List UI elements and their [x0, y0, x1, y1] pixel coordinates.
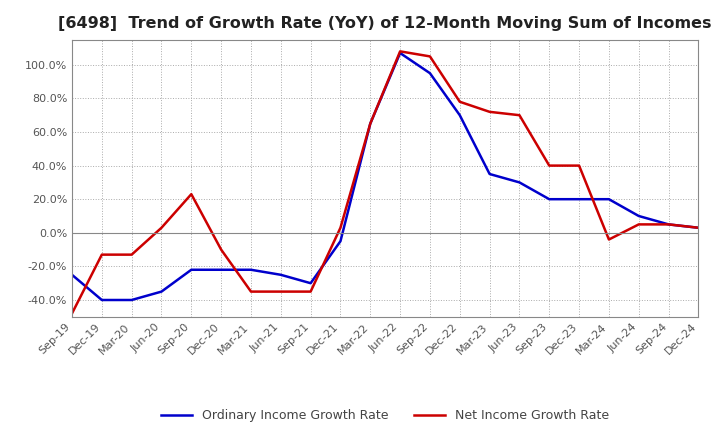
Net Income Growth Rate [485, 109, 494, 114]
Line: Net Income Growth Rate: Net Income Growth Rate [72, 51, 698, 313]
Net Income Growth Rate [127, 252, 136, 257]
Net Income Growth Rate [247, 289, 256, 294]
Net Income Growth Rate [336, 225, 345, 231]
Net Income Growth Rate [396, 49, 405, 54]
Ordinary Income Growth Rate [515, 180, 523, 185]
Net Income Growth Rate [306, 289, 315, 294]
Net Income Growth Rate [97, 252, 106, 257]
Title: [6498]  Trend of Growth Rate (YoY) of 12-Month Moving Sum of Incomes: [6498] Trend of Growth Rate (YoY) of 12-… [58, 16, 712, 32]
Ordinary Income Growth Rate [306, 281, 315, 286]
Ordinary Income Growth Rate [157, 289, 166, 294]
Net Income Growth Rate [68, 311, 76, 316]
Net Income Growth Rate [605, 237, 613, 242]
Legend: Ordinary Income Growth Rate, Net Income Growth Rate: Ordinary Income Growth Rate, Net Income … [156, 404, 614, 427]
Ordinary Income Growth Rate [396, 51, 405, 56]
Ordinary Income Growth Rate [456, 113, 464, 118]
Net Income Growth Rate [694, 225, 703, 231]
Net Income Growth Rate [366, 121, 374, 126]
Net Income Growth Rate [157, 225, 166, 231]
Net Income Growth Rate [515, 113, 523, 118]
Ordinary Income Growth Rate [634, 213, 643, 219]
Ordinary Income Growth Rate [336, 238, 345, 244]
Ordinary Income Growth Rate [366, 121, 374, 126]
Ordinary Income Growth Rate [187, 267, 196, 272]
Net Income Growth Rate [276, 289, 285, 294]
Ordinary Income Growth Rate [97, 297, 106, 303]
Ordinary Income Growth Rate [426, 70, 434, 76]
Ordinary Income Growth Rate [665, 222, 673, 227]
Net Income Growth Rate [426, 54, 434, 59]
Net Income Growth Rate [545, 163, 554, 168]
Ordinary Income Growth Rate [68, 272, 76, 278]
Ordinary Income Growth Rate [575, 197, 583, 202]
Line: Ordinary Income Growth Rate: Ordinary Income Growth Rate [72, 53, 698, 300]
Ordinary Income Growth Rate [605, 197, 613, 202]
Net Income Growth Rate [634, 222, 643, 227]
Ordinary Income Growth Rate [545, 197, 554, 202]
Net Income Growth Rate [575, 163, 583, 168]
Net Income Growth Rate [217, 247, 225, 252]
Ordinary Income Growth Rate [276, 272, 285, 278]
Net Income Growth Rate [665, 222, 673, 227]
Ordinary Income Growth Rate [485, 171, 494, 176]
Ordinary Income Growth Rate [127, 297, 136, 303]
Net Income Growth Rate [187, 191, 196, 197]
Net Income Growth Rate [456, 99, 464, 104]
Ordinary Income Growth Rate [694, 225, 703, 231]
Ordinary Income Growth Rate [247, 267, 256, 272]
Ordinary Income Growth Rate [217, 267, 225, 272]
